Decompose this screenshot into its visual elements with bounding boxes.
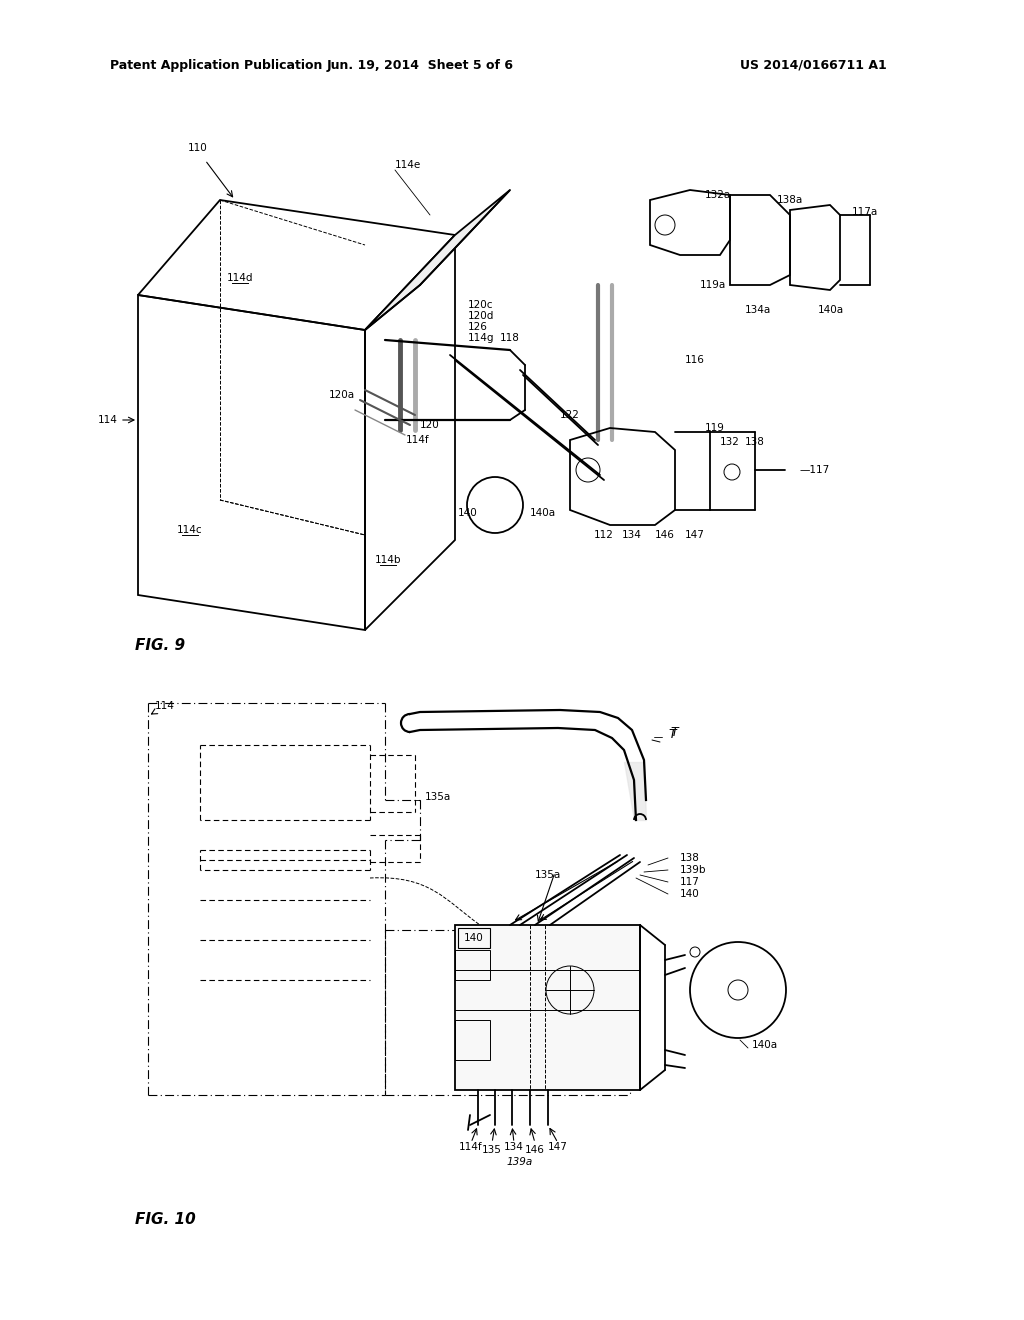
Text: 117a: 117a [852, 207, 879, 216]
Text: 114d: 114d [226, 273, 253, 282]
Text: —117: —117 [800, 465, 830, 475]
Text: 135a: 135a [535, 870, 561, 880]
Text: 140: 140 [458, 508, 478, 517]
Text: 119a: 119a [700, 280, 726, 290]
Text: T: T [670, 726, 678, 739]
Text: 120c: 120c [468, 300, 494, 310]
Text: 146: 146 [655, 531, 675, 540]
Bar [455, 950, 490, 979]
Text: FIG. 10: FIG. 10 [135, 1213, 196, 1228]
Bar [455, 925, 640, 1090]
Text: 134a: 134a [744, 305, 771, 315]
Text: 122: 122 [560, 411, 580, 420]
Text: 134: 134 [622, 531, 642, 540]
Text: 138a: 138a [777, 195, 803, 205]
Text: 135: 135 [482, 1144, 502, 1155]
Polygon shape [365, 190, 510, 330]
Text: 112: 112 [594, 531, 614, 540]
Text: 140: 140 [464, 933, 484, 942]
Text: Patent Application Publication: Patent Application Publication [110, 58, 323, 71]
Text: 118: 118 [500, 333, 520, 343]
Text: 147: 147 [685, 531, 705, 540]
Text: Jun. 19, 2014  Sheet 5 of 6: Jun. 19, 2014 Sheet 5 of 6 [327, 58, 513, 71]
Text: 138: 138 [745, 437, 765, 447]
Text: 114: 114 [98, 414, 118, 425]
Text: 140a: 140a [752, 1040, 778, 1049]
Text: 110: 110 [188, 143, 208, 153]
Text: 120a: 120a [329, 389, 355, 400]
Text: 114f: 114f [407, 436, 430, 445]
Text: 119: 119 [705, 422, 725, 433]
Text: 120: 120 [420, 420, 440, 430]
Bar [458, 928, 490, 948]
Text: 114g: 114g [468, 333, 495, 343]
Text: 139a: 139a [507, 1158, 534, 1167]
Text: 146: 146 [525, 1144, 545, 1155]
Text: 114e: 114e [395, 160, 421, 170]
Text: 135a: 135a [425, 792, 452, 803]
Text: 140: 140 [680, 888, 699, 899]
Text: 132a: 132a [705, 190, 731, 201]
Text: 147: 147 [548, 1142, 568, 1152]
Text: 140a: 140a [818, 305, 844, 315]
Text: FIG. 9: FIG. 9 [135, 638, 185, 652]
Text: 126: 126 [468, 322, 487, 333]
Text: T: T [668, 729, 676, 742]
Text: 114b: 114b [375, 554, 401, 565]
Text: 116: 116 [685, 355, 705, 366]
Text: 114c: 114c [177, 525, 203, 535]
Text: 117: 117 [680, 876, 699, 887]
Text: 139b: 139b [680, 865, 707, 875]
Text: 134: 134 [504, 1142, 524, 1152]
Text: 114: 114 [155, 701, 175, 711]
Text: 120d: 120d [468, 312, 495, 321]
Text: 140a: 140a [530, 508, 556, 517]
Bar [455, 1020, 490, 1060]
Text: 138: 138 [680, 853, 699, 863]
Text: US 2014/0166711 A1: US 2014/0166711 A1 [740, 58, 887, 71]
Text: 114f: 114f [459, 1142, 482, 1152]
Text: 132: 132 [720, 437, 740, 447]
